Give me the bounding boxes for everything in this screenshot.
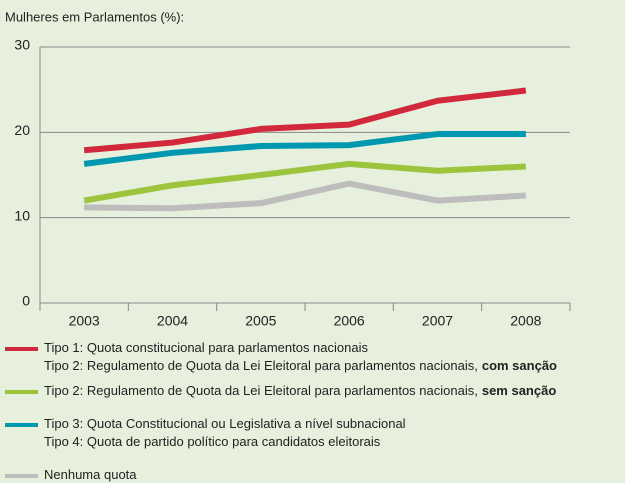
- x-tick-label: 2008: [510, 313, 541, 329]
- legend-label: Tipo 3: Quota Constitucional ou Legislat…: [44, 416, 406, 431]
- x-tick-label: 2005: [245, 313, 276, 329]
- legend-text: Tipo 2: Regulamento de Quota da Lei Elei…: [44, 358, 478, 373]
- y-tick-label: 20: [14, 122, 30, 138]
- legend-label: Tipo 1: Quota constitucional para parlam…: [44, 340, 368, 355]
- x-tick-label: 2007: [422, 313, 453, 329]
- y-tick-label: 0: [22, 293, 30, 309]
- y-tick-label: 30: [14, 37, 30, 53]
- legend-label: Tipo 4: Quota de partido político para c…: [44, 434, 381, 449]
- x-tick-label: 2003: [69, 313, 100, 329]
- legend-bold: com sanção: [482, 358, 557, 373]
- legend-text: Tipo 1: Quota constitucional para parlam…: [44, 340, 368, 355]
- legend-text: Nenhuma quota: [44, 467, 137, 482]
- series-line: [83, 160, 526, 204]
- chart-title: Mulheres em Parlamentos (%):: [5, 9, 184, 24]
- legend-text: Tipo 3: Quota Constitucional ou Legislat…: [44, 416, 406, 431]
- series-line: [84, 180, 527, 212]
- legend-label: Tipo 2: Regulamento de Quota da Lei Elei…: [44, 358, 557, 373]
- y-tick-label: 10: [14, 207, 30, 223]
- series-line: [83, 131, 526, 167]
- legend-label: Nenhuma quota: [44, 467, 137, 482]
- legend-bold: sem sanção: [482, 383, 556, 398]
- legend-text: Tipo 2: Regulamento de Quota da Lei Elei…: [44, 383, 478, 398]
- legend-text: Tipo 4: Quota de partido político para c…: [44, 434, 381, 449]
- x-tick-label: 2006: [334, 313, 365, 329]
- legend-label: Tipo 2: Regulamento de Quota da Lei Elei…: [44, 383, 556, 398]
- series-line: [83, 87, 527, 154]
- x-tick-label: 2004: [157, 313, 188, 329]
